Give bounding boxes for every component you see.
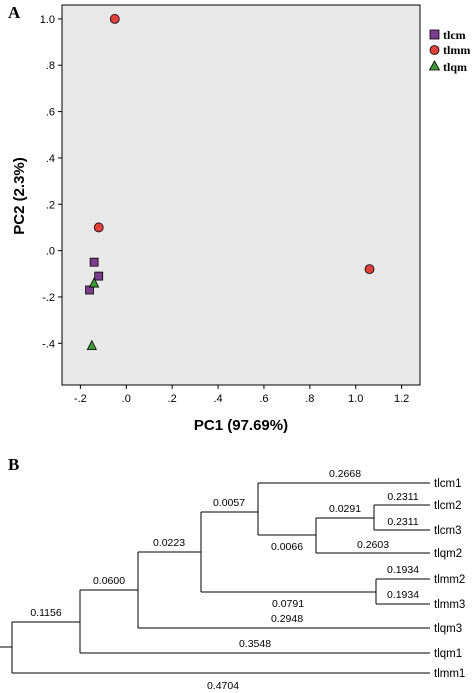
panel-a-letter: A	[8, 3, 21, 22]
point-tlmm	[93, 222, 104, 233]
x-tick-label: .4	[213, 393, 222, 405]
y-axis-ticks: -.4 -.2 .0 .2 .4 .6 .8 1.0	[40, 14, 62, 350]
branch-label-n5-tlcm1: 0.2668	[329, 468, 361, 480]
leaf-label-tlcm1: tlcm1	[434, 478, 461, 490]
panel-b-letter: B	[8, 455, 19, 474]
leaf-label-tlcm3: tlcm3	[434, 525, 461, 537]
x-tick-label: 1.2	[394, 393, 409, 405]
x-tick-label: 1.0	[348, 393, 363, 405]
branch-label-n8-tlqm1: 0.3548	[239, 638, 271, 650]
point-tlmm	[109, 14, 120, 24]
leaf-label-tlqm3: tlqm3	[434, 623, 462, 635]
x-tick-label: -.2	[74, 393, 87, 405]
branch-label-n7-tlqm3: 0.2948	[271, 613, 303, 625]
branch-label-n3-n1: 0.0291	[329, 503, 361, 515]
x-tick-label: .8	[305, 393, 314, 405]
y-tick-label: .2	[46, 199, 55, 211]
x-tick-label: .2	[168, 393, 177, 405]
y-tick-label: .0	[46, 246, 55, 258]
x-tick-label: .6	[259, 393, 268, 405]
point-tlqm	[86, 339, 97, 351]
y-tick-label: .8	[46, 60, 55, 72]
point-tlcm	[94, 271, 104, 281]
leaf-labels: tlcm1 tlcm2 tlcm3 tlqm2 tlmm2 tlmm3 tlqm…	[434, 478, 465, 680]
branch-label-root-n8: 0.1156	[30, 607, 61, 619]
branch-label-n5-n3: 0.0066	[271, 541, 303, 553]
y-tick-label: .4	[46, 153, 55, 165]
legend-label-tlmm: tlmm	[443, 43, 470, 57]
y-tick-label: 1.0	[40, 14, 55, 26]
y-tick-label: .6	[46, 107, 55, 119]
legend-marker-tlqm	[428, 60, 441, 71]
point-tlqm	[88, 277, 100, 288]
data-points	[85, 14, 375, 351]
point-tlmm	[364, 264, 375, 275]
branch-label-root-tlmm1: 0.4704	[207, 680, 239, 692]
pca-scatter-chart: -.2.0.2.4.6.8 1.0 1.2 -.4-.2.0.2.4.6.81.0 …	[11, 4, 470, 434]
branch-length-labels: 0.2668 0.2311 0.2311 0.0291 0.2603 0.006…	[30, 468, 419, 692]
legend-label-tlqm: tlqm	[443, 60, 467, 74]
x-axis-title: PC1 (97.69%)	[194, 417, 288, 434]
branch-label-n8-n7: 0.0600	[93, 575, 125, 587]
dendrogram	[0, 482, 430, 674]
branch-label-n1-tlcm3: 0.2311	[387, 516, 418, 528]
branch-label-n7-n6: 0.0223	[153, 537, 185, 549]
branch-label-n1-tlcm2: 0.2311	[387, 491, 418, 503]
legend-marker-tlmm	[429, 45, 440, 55]
leaf-label-tlcm2: tlcm2	[434, 500, 461, 512]
point-tlcm	[89, 257, 99, 267]
branch-label-n2-tlmm3: 0.1934	[387, 589, 419, 601]
branch-label-n2-tlmm2: 0.1934	[387, 564, 419, 576]
legend: tlcm tlmm tlqm	[428, 28, 470, 74]
branch-label-n6-n2: 0.0791	[272, 598, 304, 610]
y-tick-label: -.2	[42, 292, 55, 304]
point-tlcm	[85, 285, 94, 295]
leaf-label-tlqm1: tlqm1	[434, 648, 462, 660]
leaf-label-tlqm2: tlqm2	[434, 548, 462, 560]
branch-label-n3-tlqm2: 0.2603	[357, 539, 389, 551]
y-tick-label: -.4	[42, 338, 55, 350]
legend-marker-tlcm	[429, 29, 440, 40]
legend-label-tlcm: tlcm	[443, 28, 466, 42]
leaf-label-tlmm2: tlmm2	[434, 574, 465, 586]
leaf-label-tlmm1: tlmm1	[434, 668, 465, 680]
y-axis-title: PC2 (2.3%)	[11, 157, 28, 235]
leaf-label-tlmm3: tlmm3	[434, 599, 465, 611]
x-tick-label: .0	[122, 393, 131, 405]
x-axis-ticks: -.2 .0 .2 .4 .6 .8 1.0 1.2	[74, 385, 409, 405]
plot-area	[61, 4, 421, 386]
branch-label-n6-n5: 0.0057	[213, 497, 245, 509]
